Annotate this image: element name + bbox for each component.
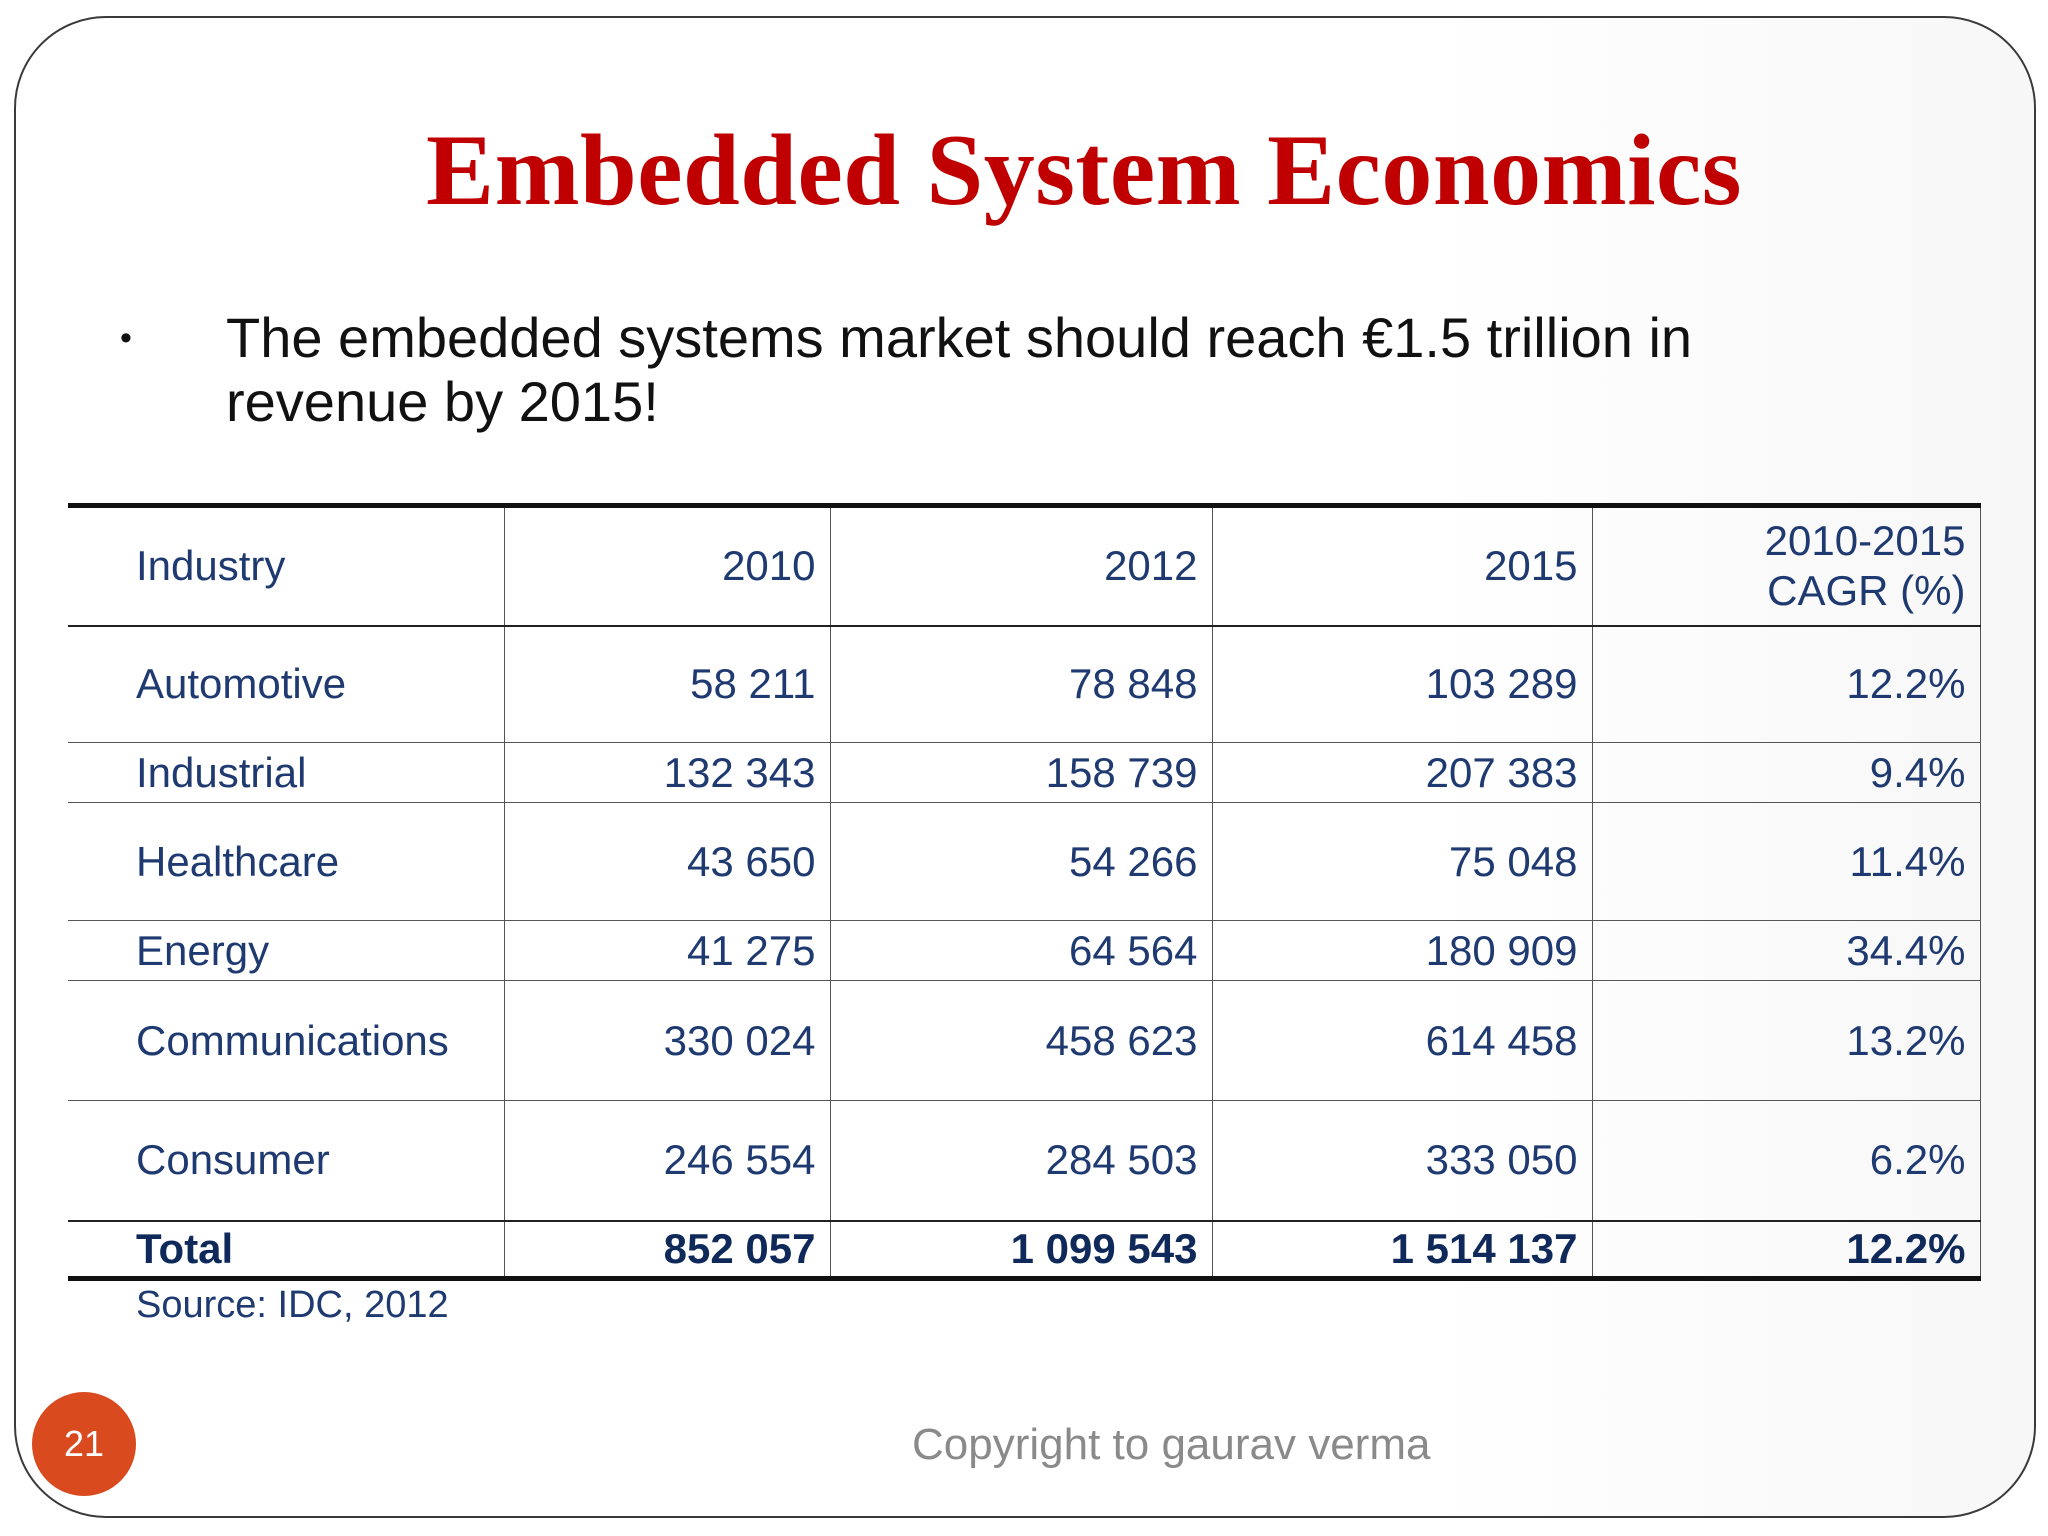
bullet-dot-icon: •: [120, 319, 132, 357]
cell-cagr: 6.2%: [1591, 1100, 1981, 1221]
cell-cagr: 34.4%: [1591, 920, 1981, 981]
cell-industry: Industrial: [68, 742, 505, 803]
header-cagr-line2: CAGR (%): [1767, 567, 1966, 615]
table-row: Healthcare 43 650 54 266 75 048 11.4%: [68, 802, 1981, 921]
total-cagr: 12.2%: [1591, 1220, 1981, 1279]
table-row: Consumer 246 554 284 503 333 050 6.2%: [68, 1100, 1981, 1221]
cell-industry: Energy: [68, 920, 505, 981]
cell-2012: 78 848: [829, 625, 1213, 743]
cell-2012: 158 739: [829, 742, 1213, 803]
copyright-footer: Copyright to gaurav verma: [912, 1420, 1431, 1469]
cell-2010: 58 211: [503, 625, 831, 743]
table-source: Source: IDC, 2012: [136, 1284, 449, 1326]
total-2010: 852 057: [503, 1220, 831, 1279]
cell-2012: 284 503: [829, 1100, 1213, 1221]
slide-title: Embedded System Economics: [426, 114, 1742, 227]
cell-cagr: 9.4%: [1591, 742, 1981, 803]
cell-industry: Communications: [68, 980, 505, 1101]
market-table: Industry 2010 2012 2015 2010-2015 CAGR (…: [68, 503, 1981, 1281]
cell-2012: 458 623: [829, 980, 1213, 1101]
cell-2015: 180 909: [1211, 920, 1593, 981]
cell-cagr: 13.2%: [1591, 980, 1981, 1101]
cell-2015: 333 050: [1211, 1100, 1593, 1221]
table-total-row: Total 852 057 1 099 543 1 514 137 12.2%: [68, 1220, 1981, 1279]
cell-2010: 246 554: [503, 1100, 831, 1221]
cell-2015: 103 289: [1211, 625, 1593, 743]
total-2015: 1 514 137: [1211, 1220, 1593, 1279]
header-cagr: 2010-2015 CAGR (%): [1591, 505, 1981, 626]
header-2010: 2010: [503, 505, 831, 626]
cell-2015: 614 458: [1211, 980, 1593, 1101]
total-2012: 1 099 543: [829, 1220, 1213, 1279]
header-2012: 2012: [829, 505, 1213, 626]
cell-cagr: 11.4%: [1591, 802, 1981, 921]
cell-industry: Healthcare: [68, 802, 505, 921]
cell-2010: 330 024: [503, 980, 831, 1101]
cell-industry: Automotive: [68, 625, 505, 743]
bullet-text: The embedded systems market should reach…: [226, 306, 1693, 433]
table-row: Automotive 58 211 78 848 103 289 12.2%: [68, 625, 1981, 743]
header-2015: 2015: [1211, 505, 1593, 626]
table-header-row: Industry 2010 2012 2015 2010-2015 CAGR (…: [68, 505, 1981, 626]
cell-2010: 43 650: [503, 802, 831, 921]
cell-2015: 75 048: [1211, 802, 1593, 921]
total-label: Total: [68, 1220, 505, 1279]
table-row: Communications 330 024 458 623 614 458 1…: [68, 980, 1981, 1101]
cell-2010: 41 275: [503, 920, 831, 981]
table-row: Industrial 132 343 158 739 207 383 9.4%: [68, 742, 1981, 803]
table-row: Energy 41 275 64 564 180 909 34.4%: [68, 920, 1981, 981]
page-number-badge: 21: [32, 1392, 136, 1496]
cell-2015: 207 383: [1211, 742, 1593, 803]
cell-2012: 64 564: [829, 920, 1213, 981]
header-cagr-line1: 2010-2015: [1764, 517, 1966, 565]
cell-2012: 54 266: [829, 802, 1213, 921]
header-industry: Industry: [68, 505, 505, 626]
cell-cagr: 12.2%: [1591, 625, 1981, 743]
cell-2010: 132 343: [503, 742, 831, 803]
cell-industry: Consumer: [68, 1100, 505, 1221]
